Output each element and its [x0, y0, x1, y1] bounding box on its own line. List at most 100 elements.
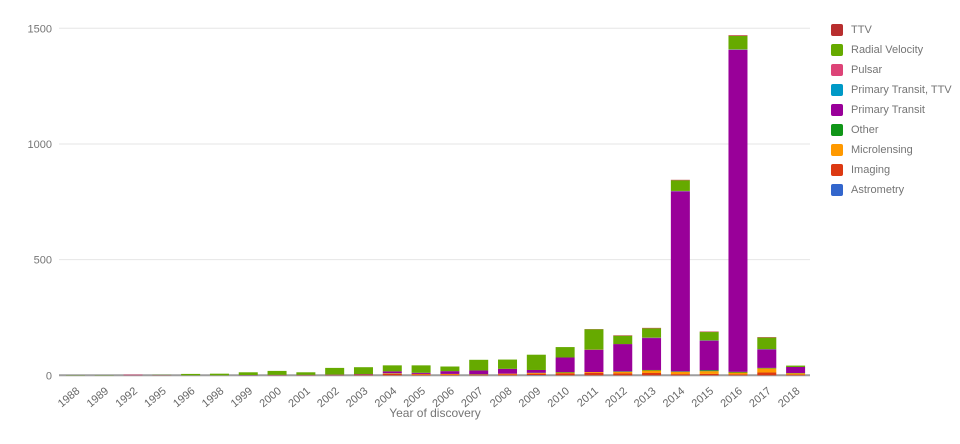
bar-segment[interactable]: [786, 373, 806, 375]
bar-2009: [526, 354, 546, 376]
bar-segment[interactable]: [757, 372, 777, 376]
bar-segment[interactable]: [498, 374, 518, 376]
bar-segment[interactable]: [555, 347, 575, 358]
bar-segment[interactable]: [498, 368, 518, 374]
bar-segment[interactable]: [699, 373, 719, 376]
bar-segment[interactable]: [440, 374, 460, 376]
bar-segment[interactable]: [411, 365, 431, 373]
bar-segment[interactable]: [382, 373, 402, 376]
bar-segment[interactable]: [757, 337, 777, 350]
bar-segment[interactable]: [469, 374, 489, 376]
x-tick-label: 2001: [286, 385, 312, 410]
bar-segment[interactable]: [296, 372, 316, 375]
bar-segment[interactable]: [642, 372, 662, 376]
bar-segment[interactable]: [757, 368, 777, 373]
bar-2010: [555, 347, 575, 376]
bar-segment[interactable]: [670, 374, 690, 376]
bar-2001: [296, 372, 316, 376]
bar-segment[interactable]: [238, 372, 258, 376]
bar-segment[interactable]: [613, 373, 633, 376]
bar-2005: [411, 365, 431, 376]
x-tick-label: 2017: [747, 385, 773, 410]
bar-segment[interactable]: [670, 180, 690, 191]
bar-segment[interactable]: [584, 329, 604, 350]
bar-segment[interactable]: [555, 373, 575, 376]
bar-segment[interactable]: [440, 371, 460, 374]
legend-item-microlensing: Microlensing: [831, 140, 952, 160]
bar-segment[interactable]: [353, 374, 373, 376]
bar-segment[interactable]: [411, 374, 431, 376]
bar-segment[interactable]: [353, 367, 373, 375]
x-tick-label: 2009: [517, 385, 543, 410]
legend-label: Primary Transit: [851, 104, 925, 116]
bar-segment[interactable]: [786, 374, 806, 376]
bar-segment[interactable]: [411, 372, 431, 374]
bar-2018: [786, 365, 806, 376]
bar-segment[interactable]: [440, 366, 460, 372]
bar-segment[interactable]: [267, 370, 287, 375]
bar-segment[interactable]: [526, 354, 546, 370]
bar-2013: [642, 327, 662, 376]
bar-segment[interactable]: [728, 374, 748, 376]
bar-segment[interactable]: [526, 372, 546, 374]
legend-label: Radial Velocity: [851, 44, 924, 56]
bar-segment[interactable]: [498, 373, 518, 375]
bar-segment[interactable]: [728, 35, 748, 36]
bar-2007: [469, 359, 489, 376]
bar-1996: [181, 373, 201, 376]
bar-segment[interactable]: [440, 373, 460, 375]
bar-segment[interactable]: [613, 371, 633, 374]
bar-segment[interactable]: [670, 191, 690, 372]
bar-segment[interactable]: [699, 340, 719, 371]
x-tick-label: 2016: [718, 385, 744, 410]
bar-1992: [123, 374, 143, 376]
legend-item-ttv: TTV: [831, 20, 952, 40]
bar-segment[interactable]: [209, 373, 229, 376]
bar-segment[interactable]: [555, 372, 575, 374]
bar-segment[interactable]: [728, 372, 748, 375]
bar-segment[interactable]: [613, 335, 633, 345]
bar-segment[interactable]: [699, 332, 719, 341]
bar-segment[interactable]: [469, 359, 489, 371]
legend-item-primary-transit-ttv: Primary Transit, TTV: [831, 80, 952, 100]
bar-segment[interactable]: [469, 370, 489, 375]
bar-segment[interactable]: [584, 349, 604, 373]
legend-swatch-icon: [831, 184, 843, 196]
bar-segment[interactable]: [670, 371, 690, 375]
legend-label: Primary Transit, TTV: [851, 84, 952, 96]
bar-segment[interactable]: [382, 365, 402, 372]
bar-1998: [209, 373, 229, 376]
bar-segment[interactable]: [786, 365, 806, 367]
bar-segment[interactable]: [728, 49, 748, 372]
bar-segment[interactable]: [382, 371, 402, 374]
y-tick-label: 500: [34, 255, 52, 267]
bar-segment[interactable]: [123, 374, 143, 376]
bar-segment[interactable]: [526, 373, 546, 376]
bar-segment[interactable]: [786, 366, 806, 373]
bar-segment[interactable]: [642, 328, 662, 338]
bar-segment[interactable]: [526, 369, 546, 373]
bar-2011: [584, 329, 604, 376]
bar-segment[interactable]: [325, 367, 345, 375]
bar-2015: [699, 331, 719, 376]
bar-segment[interactable]: [613, 344, 633, 372]
bar-segment[interactable]: [181, 373, 201, 376]
bar-segment[interactable]: [728, 35, 748, 50]
bar-segment[interactable]: [757, 349, 777, 368]
bar-segment[interactable]: [584, 372, 604, 373]
bar-segment[interactable]: [642, 370, 662, 373]
bar-segment[interactable]: [699, 371, 719, 374]
x-tick-label: 1999: [229, 385, 255, 410]
bar-segment[interactable]: [728, 371, 748, 373]
y-tick-label: 1000: [28, 139, 52, 151]
legend-item-astrometry: Astrometry: [831, 180, 952, 200]
bar-segment[interactable]: [584, 372, 604, 376]
bar-segment[interactable]: [642, 338, 662, 370]
x-tick-label: 1992: [113, 385, 139, 410]
bar-segment[interactable]: [699, 370, 719, 372]
legend-swatch-icon: [831, 164, 843, 176]
x-tick-label: 1998: [200, 385, 226, 410]
bar-segment[interactable]: [498, 359, 518, 369]
bar-segment[interactable]: [555, 357, 575, 373]
